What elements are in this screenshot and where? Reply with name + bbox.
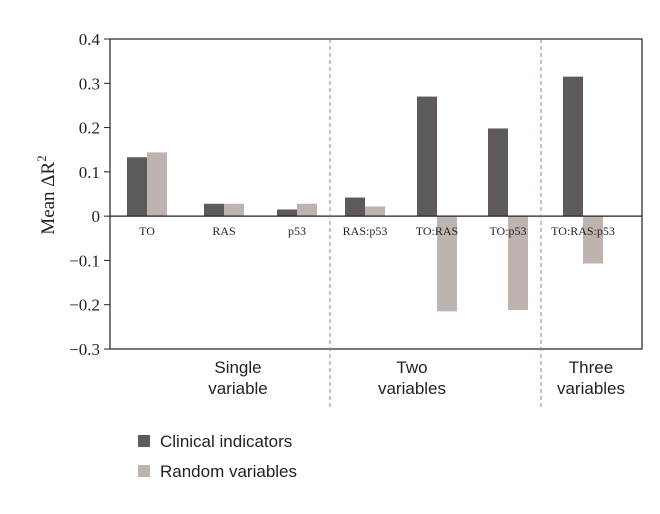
y-tick-label: 0.4 <box>79 30 101 49</box>
bar-random-ras <box>224 203 244 217</box>
bar-random-to-ras-p53 <box>583 216 603 264</box>
group-label-line1: Single <box>214 358 261 377</box>
group-label-line2: variables <box>378 379 446 398</box>
bar-random-ras-p53 <box>365 206 385 217</box>
category-labels: TO RAS p53 RAS:p53 TO:RAS TO:p53 TO:RAS:p53 <box>139 224 615 238</box>
y-axis-label: Mean ΔR2 <box>34 155 59 234</box>
bar-clinical-p53 <box>277 209 297 217</box>
y-axis-ticks: 0.4 0.3 0.2 0.1 0 −0.1 −0.2 −0.3 <box>69 30 110 359</box>
category-label: TO:RAS <box>416 224 458 238</box>
y-tick-label: 0.1 <box>79 163 100 182</box>
bar-clinical-to-ras-p53 <box>563 76 583 217</box>
legend-label: Random variables <box>160 462 297 481</box>
bar-clinical-to <box>127 157 147 217</box>
legend-swatch <box>138 465 150 477</box>
group-label-line2: variable <box>208 379 268 398</box>
y-tick-label: −0.3 <box>69 340 100 359</box>
category-label: TO <box>139 224 155 238</box>
category-label: TO:RAS:p53 <box>551 224 615 238</box>
bar-random-to-p53 <box>508 216 528 311</box>
group-label-line2: variables <box>557 379 625 398</box>
bar-random-to <box>147 152 167 217</box>
y-tick-label: 0 <box>92 207 101 226</box>
legend: Clinical indicators Random variables <box>138 432 297 481</box>
bar-clinical-ras-p53 <box>345 197 365 217</box>
legend-swatch <box>138 435 150 447</box>
y-axis-title-superscript: 2 <box>34 155 49 162</box>
category-label: RAS:p53 <box>343 224 388 238</box>
y-tick-label: 0.2 <box>79 119 100 138</box>
legend-label: Clinical indicators <box>160 432 292 451</box>
y-axis-title: Mean ΔR2 <box>34 155 59 234</box>
bar-clinical-to-p53 <box>488 128 508 217</box>
y-tick-label: 0.3 <box>79 74 100 93</box>
bar-clinical-ras <box>204 203 224 217</box>
category-label: p53 <box>288 224 306 238</box>
group-label-line1: Three <box>569 358 613 377</box>
plot-border <box>109 38 643 350</box>
bar-random-p53 <box>297 203 317 217</box>
y-tick-label: −0.2 <box>69 296 100 315</box>
category-label: RAS <box>212 224 235 238</box>
bars <box>127 76 603 312</box>
bar-random-to-ras <box>437 216 457 312</box>
y-tick-label: −0.1 <box>69 251 100 270</box>
y-axis-title-text: Mean ΔR <box>38 161 59 234</box>
plot-frame <box>109 38 643 408</box>
group-label-line1: Two <box>396 358 427 377</box>
group-labels: Single variable Two variables Three variables <box>208 358 625 398</box>
bar-clinical-to-ras <box>417 96 437 217</box>
category-label: TO:p53 <box>489 224 526 238</box>
